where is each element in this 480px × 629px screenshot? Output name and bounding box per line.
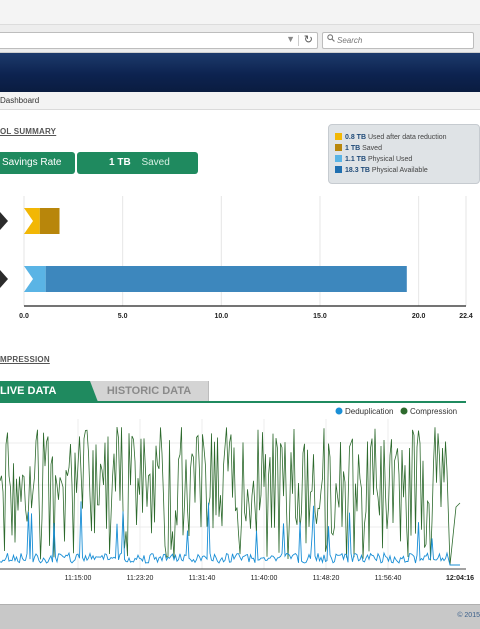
legend-swatch [335, 155, 342, 162]
live-data-chart: 11:15:00 11:23:20 11:31:40 11:40:00 11:48:20… [0, 407, 474, 582]
legend-value: 0.8 TB [345, 134, 367, 141]
legend-label: Physical Used [367, 156, 413, 163]
saved-pill: 1 TB Saved [77, 152, 198, 174]
tab-underline [0, 401, 466, 403]
app-header-banner [0, 53, 480, 92]
live-legend: Deduplication Compression [335, 407, 457, 416]
capacity-grid [23, 196, 467, 306]
search-icon [327, 34, 335, 42]
x-tick-label: 11:40:00 [251, 575, 278, 582]
search-input[interactable] [337, 33, 467, 48]
legend-item: 18.3 TB Physical Available [335, 166, 428, 174]
address-separator [298, 35, 299, 46]
x-tick-label: 12:04:16 [446, 575, 474, 582]
legend-item: 0.8 TB Used after data reduction [335, 133, 447, 141]
x-tick-label: 0.0 [19, 313, 29, 320]
bar-segment[interactable] [24, 208, 40, 234]
savings-rate-label: Savings Rate [2, 157, 62, 168]
legend-swatch [335, 166, 342, 173]
x-tick-label: 11:23:20 [127, 575, 154, 582]
legend-value: 1 TB [345, 145, 361, 152]
footer: © 2015 [0, 604, 480, 629]
row-pointer-icon [0, 212, 8, 230]
address-bar[interactable]: ▼ ↻ [0, 32, 318, 49]
x-tick-label: 10.0 [215, 313, 229, 320]
live-grid [0, 419, 448, 570]
breadcrumb[interactable]: Dashboard [0, 96, 40, 105]
compression-line [0, 426, 461, 566]
legend-deduplication[interactable]: Deduplication [345, 407, 393, 416]
browser-tab-strip [0, 0, 480, 25]
legend-value: 18.3 TB [345, 167, 370, 174]
row-pointer-icon [0, 270, 8, 288]
reload-icon[interactable]: ↻ [303, 34, 313, 46]
legend-value: 1.1 TB [345, 156, 367, 163]
legend-swatch [335, 144, 342, 151]
legend-compression[interactable]: Compression [410, 407, 457, 416]
breadcrumb-bar: Dashboard [0, 92, 480, 110]
legend-label: Used after data reduction [367, 134, 447, 141]
legend-item: 1 TB Saved [335, 144, 382, 152]
legend-dot-deduplication [335, 407, 343, 415]
x-tick-label: 15.0 [313, 313, 327, 320]
saved-label: Saved [141, 157, 170, 168]
history-dropdown-icon[interactable]: ▼ [286, 34, 295, 44]
bar-segment[interactable] [45, 266, 407, 292]
capacity-legend: 0.8 TB Used after data reduction 1 TB Sa… [328, 124, 480, 184]
pool-summary-title: OL SUMMARY [0, 127, 57, 136]
x-tick-label: 5.0 [118, 313, 128, 320]
saved-value: 1 TB [109, 157, 131, 168]
x-tick-label: 11:15:00 [65, 575, 92, 582]
deduplication-line [0, 501, 460, 566]
savings-rate-pill: Savings Rate [0, 152, 75, 174]
bar-segment[interactable] [24, 266, 46, 292]
x-tick-label: 20.0 [412, 313, 426, 320]
tab-historic-data[interactable]: HISTORIC DATA [90, 381, 209, 402]
legend-item: 1.1 TB Physical Used [335, 155, 412, 163]
legend-swatch [335, 133, 342, 140]
capacity-bars [24, 208, 407, 292]
browser-search-box[interactable] [322, 32, 474, 49]
copyright: © 2015 [457, 612, 480, 619]
x-tick-label: 11:31:40 [189, 575, 216, 582]
legend-label: Physical Available [371, 167, 428, 174]
x-tick-label: 11:48:20 [313, 575, 340, 582]
browser-chrome: ▼ ↻ [0, 0, 480, 53]
capacity-x-axis: 0.0 5.0 10.0 15.0 20.0 22.4 [19, 305, 473, 320]
tab-live-data[interactable]: LIVE DATA [0, 381, 98, 402]
compression-title: MPRESSION [0, 355, 50, 364]
legend-dot-compression [400, 407, 408, 415]
live-x-axis: 11:15:00 11:23:20 11:31:40 11:40:00 11:48:20… [0, 568, 474, 582]
x-tick-label: 11:56:40 [375, 575, 402, 582]
capacity-bar-chart: 0.0 5.0 10.0 15.0 20.0 22.4 [0, 196, 473, 320]
x-tick-label: 22.4 [459, 313, 473, 320]
bar-segment[interactable] [39, 208, 60, 234]
legend-label: Saved [362, 145, 382, 152]
